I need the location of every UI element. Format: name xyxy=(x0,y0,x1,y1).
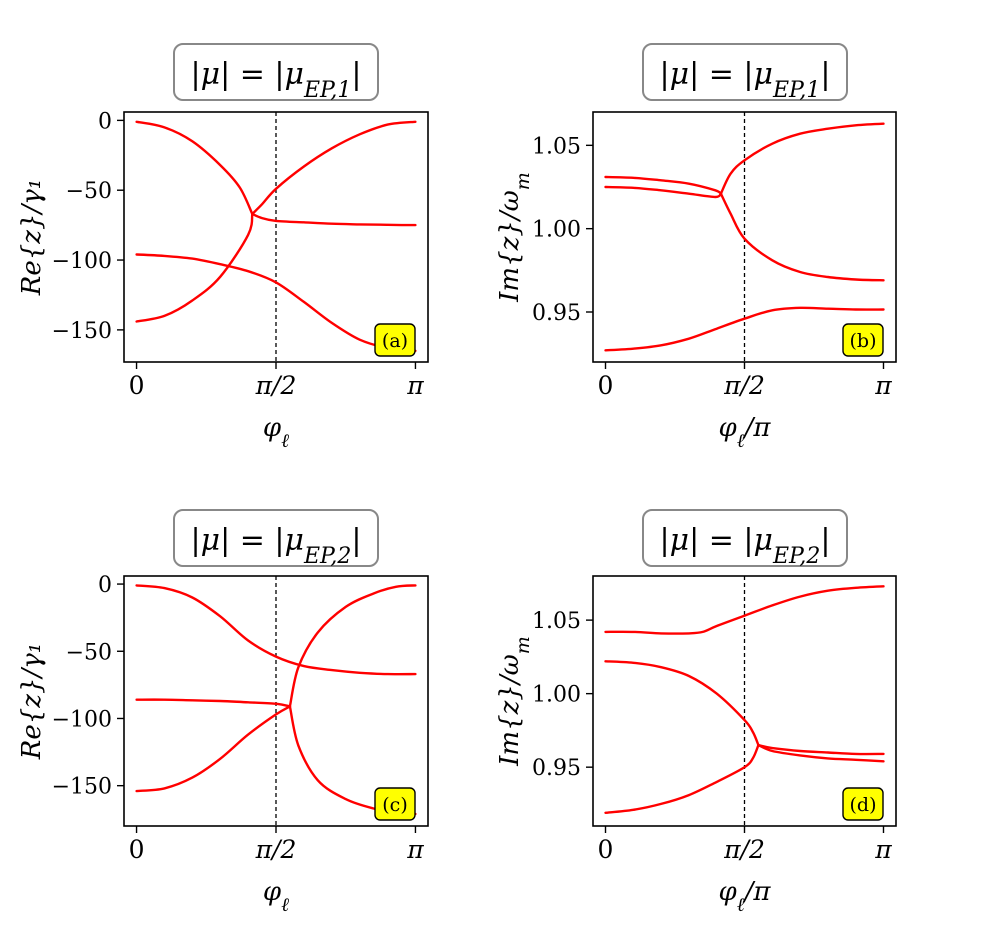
title-text: |μ| = |μEP,1| xyxy=(190,57,361,103)
chart-panel-b: |μ| = |μEP,1| 1.05 1.00 0.95 0 π/2 π φℓ/π Im{z}/… xyxy=(495,43,897,452)
y-tick-label: 0 xyxy=(98,573,112,598)
y-axis-label: Re{z}/γ₁ xyxy=(17,179,47,296)
series-line-5 xyxy=(757,743,885,763)
y-tick-label: −50 xyxy=(66,640,112,665)
y-tick-label: 0 xyxy=(98,109,112,134)
panel-badge-label: (c) xyxy=(382,794,407,816)
series-line-3 xyxy=(604,743,760,814)
y-tick-label: 1.05 xyxy=(532,134,581,159)
x-tick-label: π/2 xyxy=(723,835,765,864)
series-line-2 xyxy=(604,185,723,199)
y-axis-label: Im{z}/ωm xyxy=(495,172,534,303)
series-line-4 xyxy=(135,212,254,323)
panel-title: |μ| = |μEP,1| xyxy=(173,43,379,103)
series-line-2 xyxy=(604,660,760,747)
y-tick-label: 1.00 xyxy=(532,683,581,708)
panel-badge xyxy=(842,323,884,357)
x-tick-label: 0 xyxy=(598,835,614,864)
x-axis-label: φℓ/π xyxy=(719,413,772,452)
y-tick-label: −150 xyxy=(52,319,112,344)
panel-badge xyxy=(374,323,416,357)
series-line-2 xyxy=(135,698,292,708)
chart-panel-d: |μ| = |μEP,2| 1.05 1.00 0.95 0 π/2 π φℓ/π Im{z}/… xyxy=(495,509,897,916)
x-tick-label: π xyxy=(874,371,892,400)
series-line-1 xyxy=(135,120,254,216)
series-line-1 xyxy=(604,175,723,195)
y-tick-label: −50 xyxy=(66,179,112,204)
panel-title: |μ| = |μEP,1| xyxy=(642,43,848,103)
series-line-4 xyxy=(288,584,417,708)
x-tick-label: 0 xyxy=(598,371,614,400)
panel-badge xyxy=(374,787,416,821)
series-line-4 xyxy=(757,743,885,756)
title-box xyxy=(173,43,379,101)
x-axis-label: φℓ xyxy=(263,413,289,452)
series-line-3 xyxy=(719,122,885,195)
y-tick-label: 0.95 xyxy=(532,301,581,326)
x-tick-label: π/2 xyxy=(255,835,297,864)
title-text: |μ| = |μEP,2| xyxy=(190,523,361,569)
x-tick-label: π xyxy=(406,835,424,864)
y-tick-label: 1.00 xyxy=(532,218,581,243)
x-tick-label: π xyxy=(406,371,424,400)
series-line-1 xyxy=(135,584,417,676)
panel-title: |μ| = |μEP,2| xyxy=(173,509,379,569)
y-tick-label: 1.05 xyxy=(532,609,581,634)
panel-badge xyxy=(842,787,884,821)
y-axis-label: Im{z}/ωm xyxy=(495,636,534,767)
chart-panel-a: |μ| = |μEP,1| 0 −50 −100 −150 0 π/2 π φℓ Re{z}/γ₁… xyxy=(17,43,429,452)
y-axis-label: Re{z}/γ₁ xyxy=(17,643,47,760)
x-tick-label: 0 xyxy=(129,371,145,400)
panel-title: |μ| = |μEP,2| xyxy=(642,509,848,569)
y-tick-label: −100 xyxy=(52,707,112,732)
title-box xyxy=(642,43,848,101)
x-tick-label: π xyxy=(874,835,892,864)
x-axis-label: φℓ xyxy=(263,877,289,916)
title-text: |μ| = |μEP,2| xyxy=(659,523,830,569)
x-tick-label: π/2 xyxy=(255,371,297,400)
x-tick-label: 0 xyxy=(129,835,145,864)
chart-panel-c: |μ| = |μEP,2| 0 −50 −100 −150 0 π/2 π φℓ Re{z}/γ₁… xyxy=(17,509,429,916)
series-line-2 xyxy=(251,120,417,216)
x-axis-label: φℓ/π xyxy=(719,877,772,916)
x-tick-label: π/2 xyxy=(723,371,765,400)
series-line-3 xyxy=(251,212,417,227)
series-line-1 xyxy=(604,585,885,635)
panel-badge-label: (d) xyxy=(850,794,877,816)
title-box xyxy=(642,509,848,567)
series-line-5 xyxy=(135,253,417,352)
title-box xyxy=(173,509,379,567)
y-tick-label: 0.95 xyxy=(532,756,581,781)
y-tick-label: −100 xyxy=(52,249,112,274)
y-tick-label: −150 xyxy=(52,775,112,800)
series-line-3 xyxy=(135,705,292,793)
series-line-4 xyxy=(719,192,885,282)
panel-badge-label: (a) xyxy=(382,330,408,352)
title-text: |μ| = |μEP,1| xyxy=(659,57,830,103)
series-line-5 xyxy=(604,306,885,352)
panel-badge-label: (b) xyxy=(850,330,877,352)
